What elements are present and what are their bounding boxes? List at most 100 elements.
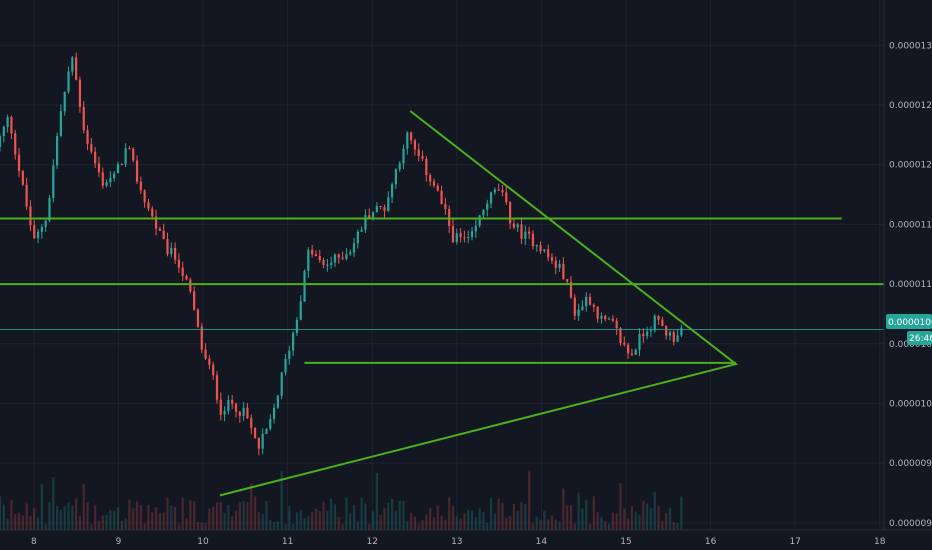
volume-bar	[619, 483, 622, 530]
candle-body	[17, 154, 21, 172]
volume-bar	[668, 507, 672, 530]
candle-body	[223, 411, 226, 415]
candle-body	[322, 260, 325, 265]
candle-body	[600, 315, 603, 319]
candle-body	[67, 71, 70, 92]
candle-body	[478, 215, 481, 226]
volume-bar	[630, 505, 634, 530]
volume-bar	[120, 520, 123, 530]
volume-bar	[390, 498, 394, 530]
candle-body	[646, 331, 649, 337]
candle-body	[436, 185, 439, 191]
candle-body	[48, 197, 51, 221]
volume-bar	[448, 497, 451, 530]
volume-bar	[607, 523, 611, 530]
volume-bar	[253, 496, 257, 530]
time-axis[interactable]: 8 9 10 11 12 13 14 15 16 17 18	[31, 537, 886, 547]
volume-bar	[554, 519, 557, 530]
candle-body	[630, 353, 634, 355]
candle-body	[162, 230, 165, 240]
volume-bar	[508, 516, 512, 530]
candle-body	[208, 358, 211, 365]
price-axis-panel	[884, 0, 932, 530]
candle-body	[154, 216, 158, 229]
volume-bar	[265, 500, 268, 530]
candles	[0, 52, 683, 456]
price-tick-label: 0.00000950	[889, 459, 932, 469]
price-tags: 0.00001062 26:46	[886, 314, 932, 345]
price-tick-label: 0.00001250	[889, 101, 932, 111]
time-tick-label: 12	[366, 537, 377, 547]
candle-body	[227, 400, 230, 412]
volume-bar	[246, 502, 249, 530]
triangle-pattern-lines	[219, 110, 739, 497]
candle-body	[451, 226, 455, 243]
last-price-tag	[886, 314, 932, 329]
volume-bar	[204, 523, 207, 530]
volume-bar	[604, 521, 607, 530]
volume-bar	[257, 512, 260, 530]
candle-body	[665, 326, 668, 336]
volume-bar	[276, 521, 279, 530]
candle-body	[330, 262, 333, 265]
candle-body	[360, 229, 363, 232]
volume-bar	[455, 516, 458, 530]
volume-bar	[649, 508, 653, 530]
volume-bar	[543, 510, 546, 530]
volume-bar	[360, 497, 363, 530]
volume-bar	[0, 496, 2, 530]
volume-bar	[135, 501, 139, 530]
volume-bar	[672, 522, 675, 530]
candle-body	[569, 281, 573, 298]
candle-body	[573, 297, 576, 316]
volume-bar	[162, 512, 165, 530]
volume-bar	[550, 515, 554, 530]
candle-body	[642, 333, 645, 337]
candle-body	[375, 206, 378, 213]
price-tick-label: 0.00001150	[889, 220, 932, 230]
candle-body	[482, 209, 485, 216]
volume-bar	[467, 509, 470, 530]
countdown-label: 26:46	[909, 334, 932, 344]
price-tick-label: 0.00001000	[889, 399, 932, 409]
candle-body	[238, 411, 241, 416]
candle-body	[528, 231, 531, 234]
volume-bar	[311, 511, 314, 530]
candle-body	[272, 407, 276, 419]
volume-bar	[36, 517, 40, 530]
candle-body	[242, 407, 245, 416]
volume-bar	[189, 500, 192, 530]
time-tick-label: 15	[620, 537, 631, 547]
volume-bar	[299, 509, 302, 530]
candle-body	[94, 151, 97, 164]
candle-body	[204, 349, 207, 359]
candle-body	[444, 204, 447, 210]
volume-bar	[444, 519, 447, 530]
candle-body	[607, 318, 611, 320]
volume-bar	[470, 510, 474, 530]
candle-body	[14, 133, 17, 155]
candle-body	[284, 358, 287, 373]
candle-body	[246, 407, 249, 419]
volume-bar	[425, 514, 428, 530]
candle-body	[585, 296, 588, 307]
volume-bar	[326, 510, 329, 530]
volume-bar	[402, 501, 405, 530]
volume-bar	[531, 523, 535, 530]
candle-body	[406, 132, 409, 149]
trendline-drawings[interactable]	[0, 110, 884, 497]
candle-body	[143, 190, 146, 203]
volume-bar	[463, 513, 466, 530]
volume-bar	[105, 515, 108, 530]
candle-body	[493, 189, 496, 193]
volume-bar	[284, 524, 287, 530]
volume-bar	[436, 505, 439, 530]
candle-body	[303, 270, 306, 302]
candle-body	[253, 427, 257, 438]
volume-bar	[642, 500, 645, 530]
candle-body	[128, 148, 131, 150]
candle-body	[566, 279, 569, 282]
candle-body	[109, 178, 112, 183]
volume-bar	[40, 484, 43, 530]
